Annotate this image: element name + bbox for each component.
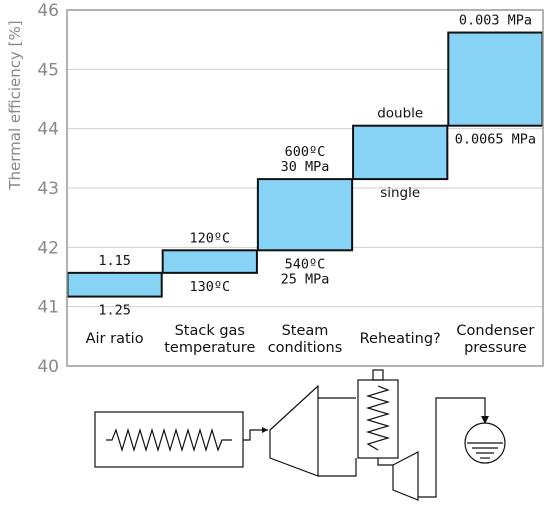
reheater-icon xyxy=(357,369,399,459)
steam-line xyxy=(318,458,357,477)
bar-top-label: double xyxy=(377,106,423,122)
bar-top-label: 1.15 xyxy=(98,253,131,269)
category-label-line: Air ratio xyxy=(86,331,144,347)
high-pressure-turbine-icon xyxy=(269,384,319,477)
bar-bottom-label: 130ºC xyxy=(189,279,230,295)
boiler-icon xyxy=(94,411,244,468)
category-label-line: Stack gas xyxy=(175,323,245,339)
bar-top-label-line: 120ºC xyxy=(189,230,230,246)
exhaust-line xyxy=(418,397,486,498)
plot-frame xyxy=(66,9,544,367)
power-plant-schematic xyxy=(94,369,506,501)
category-label-line: Condenser xyxy=(456,323,534,339)
steam-line xyxy=(377,458,393,466)
bar-2 xyxy=(256,178,354,252)
bar-0 xyxy=(66,271,163,298)
bar-1 xyxy=(161,249,258,274)
low-pressure-turbine-icon xyxy=(392,451,419,501)
bar-bottom-label-line: 540ºC xyxy=(285,256,326,272)
bar-bottom-label-line: 25 MPa xyxy=(281,271,330,287)
y-tick-label: 45 xyxy=(37,60,59,80)
bar-top-label-line: 0.003 MPa xyxy=(459,13,532,29)
category-label-line: temperature xyxy=(164,340,255,356)
bar-top-label-line: 600ºC xyxy=(285,144,326,160)
category-label: Steam conditions xyxy=(268,323,343,356)
bar-bottom-label: single xyxy=(380,185,420,201)
category-label: Stack gas temperature xyxy=(164,323,255,356)
bar-3 xyxy=(352,124,449,181)
bar-bottom-label-line: 1.25 xyxy=(98,303,131,319)
y-axis-label: Thermal efficiency [%] xyxy=(6,20,24,190)
bar-top-label: 0.003 MPa xyxy=(459,13,532,29)
category-label-line: conditions xyxy=(268,340,343,356)
steam-line xyxy=(243,429,268,441)
category-label: Reheating? xyxy=(360,331,441,347)
bar-bottom-label: 1.25 xyxy=(98,303,131,319)
y-tick-label: 40 xyxy=(37,357,59,377)
bar-4 xyxy=(447,31,544,127)
y-tick-label: 46 xyxy=(37,1,59,21)
category-label-line: pressure xyxy=(464,340,527,356)
bar-top-label: 120ºC xyxy=(189,230,230,246)
bar-top-label-line: 1.15 xyxy=(98,253,131,269)
category-label: Air ratio xyxy=(86,331,144,347)
category-label-line: Reheating? xyxy=(360,331,441,347)
condenser-icon xyxy=(464,422,506,464)
y-tick-label: 43 xyxy=(37,179,59,199)
arrow-icon xyxy=(481,416,489,424)
bar-bottom-label-line: single xyxy=(380,185,420,201)
y-tick-label: 44 xyxy=(37,120,59,140)
bar-bottom-label: 0.0065 MPa xyxy=(455,132,536,148)
category-label: Condenser pressure xyxy=(456,323,534,356)
arrow-icon xyxy=(262,427,268,433)
y-tick-label: 42 xyxy=(37,238,59,258)
bar-bottom-label-line: 0.0065 MPa xyxy=(455,132,536,148)
y-tick-label: 41 xyxy=(37,298,59,318)
bar-bottom-label-line: 130ºC xyxy=(189,279,230,295)
category-label-line: Steam xyxy=(282,323,329,339)
bar-top-label: 600ºC 30 MPa xyxy=(281,144,330,175)
bar-bottom-label: 540ºC 25 MPa xyxy=(281,256,330,287)
bar-top-label-line: 30 MPa xyxy=(281,159,330,175)
bar-top-label-line: double xyxy=(377,106,423,122)
